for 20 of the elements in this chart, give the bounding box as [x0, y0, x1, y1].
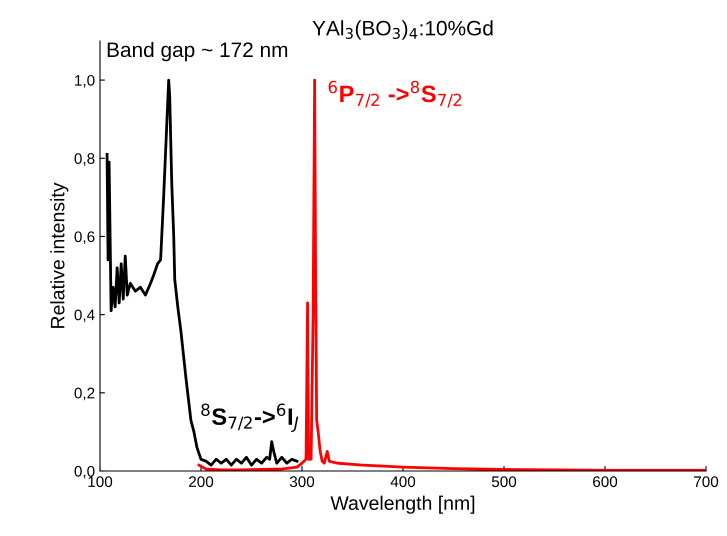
series-label: $^{8}$S$_{7/2}$->$^{6}$I$_{J}$ [201, 403, 298, 432]
y-tick-label: 0,4 [74, 310, 95, 322]
y-tick-label: 0,2 [74, 388, 94, 400]
x-tick-label: 700 [694, 476, 718, 488]
y-tick-label: 0,8 [74, 153, 94, 166]
annotation: Band gap ~ 172 nm [108, 42, 288, 62]
y-tick-label: 0,6 [74, 231, 94, 244]
x-tick-label: 300 [290, 476, 314, 488]
series-label: $^{6}$P$_{7/2}$ ->$^{8}$S$_{7/2}$ [328, 80, 462, 108]
x-tick-label: 400 [390, 476, 416, 488]
y-tick-label: 0,0 [74, 466, 95, 478]
y-axis-title: Relative intensity [50, 182, 68, 328]
x-tick-label: 600 [593, 476, 618, 488]
chart-title: YAl$_{3}$(BO$_{3}$)$_{4}$:10%Gd [312, 20, 493, 40]
x-tick-label: 500 [492, 476, 516, 488]
line-series [198, 78, 706, 471]
x-tick-label: 200 [189, 476, 214, 488]
y-tick-label: 1,0 [75, 74, 95, 88]
x-axis-title: Wavelength [nm] [330, 496, 474, 514]
x-tick-label: 100 [88, 476, 112, 488]
